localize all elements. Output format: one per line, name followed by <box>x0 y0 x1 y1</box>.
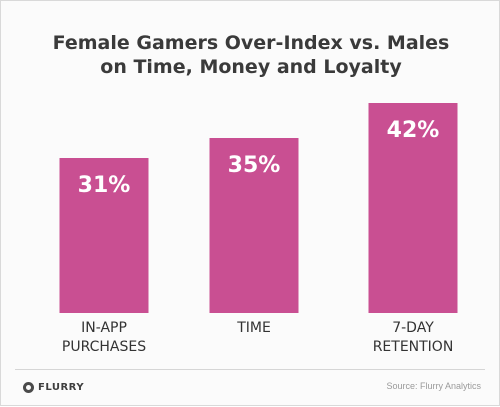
category-label-line: RETENTION <box>373 339 454 355</box>
chart-title-line-1: Female Gamers Over-Index vs. Males <box>52 32 450 54</box>
category-label-1: IN-APP PURCHASES <box>62 320 146 355</box>
footer-divider <box>15 369 485 370</box>
flurry-logo-icon <box>23 381 34 393</box>
category-label-2: TIME <box>236 320 271 336</box>
bar-1 <box>59 158 149 313</box>
category-label-line: PURCHASES <box>62 339 146 355</box>
bar-2 <box>209 138 299 313</box>
brand-name: FLURRY <box>38 381 85 393</box>
chart-title-line-2: on Time, Money and Loyalty <box>100 56 402 78</box>
chart-title: Female Gamers Over-Index vs. Males on Ti… <box>1 31 500 79</box>
bar-value-label-2: 35% <box>228 153 281 178</box>
category-label-line: 7-DAY <box>392 320 434 336</box>
source-note: Source: Flurry Analytics <box>386 381 481 391</box>
category-label-3: 7-DAY RETENTION <box>373 320 454 355</box>
brand-logo: FLURRY <box>23 379 84 395</box>
bar-value-label-1: 31% <box>78 173 131 198</box>
bar-3 <box>368 103 458 313</box>
category-label-line: TIME <box>236 320 271 336</box>
category-label-line: IN-APP <box>81 320 127 336</box>
bar-value-label-3: 42% <box>387 118 440 143</box>
